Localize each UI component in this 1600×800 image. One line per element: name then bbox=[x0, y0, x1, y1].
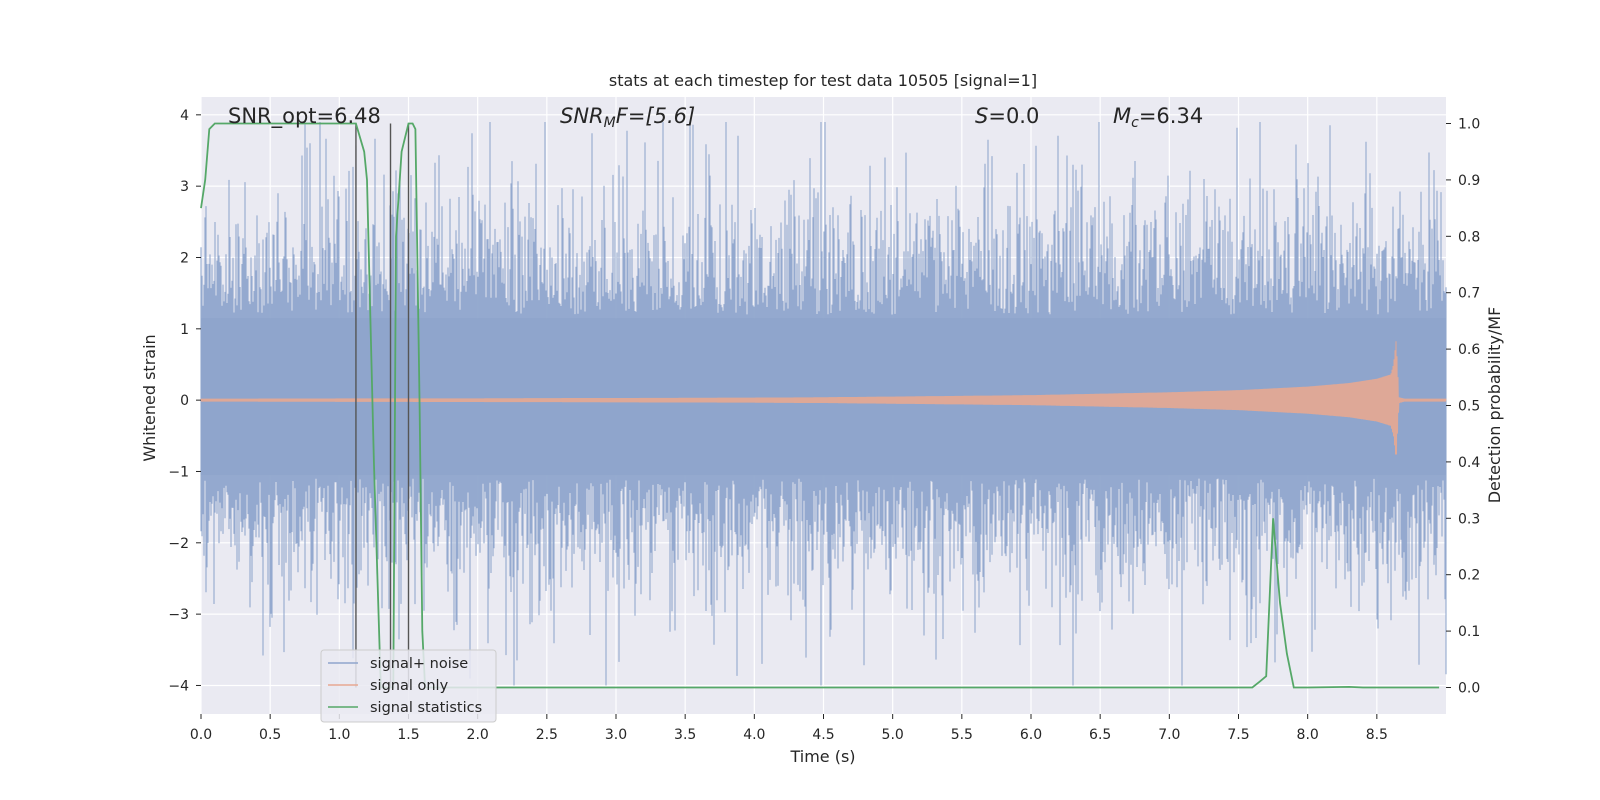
x-tick-label: 2.0 bbox=[467, 727, 489, 743]
x-tick-label: 6.5 bbox=[1089, 727, 1111, 743]
x-tick-label: 4.5 bbox=[812, 727, 834, 743]
y-tick-label: −1 bbox=[168, 464, 189, 480]
y2-axis-ticks: 1.0 0.9 0.8 0.7 0.6 0.5 0.4 0.3 0.2 0.1 0.0 bbox=[1446, 117, 1480, 696]
y2-tick-label: 1.0 bbox=[1458, 117, 1480, 133]
annotation-mc: Mc=6.34 bbox=[1113, 104, 1203, 131]
y2-tick-label: 0.1 bbox=[1458, 624, 1480, 640]
x-axis-ticks: 0.0 0.5 1.0 1.5 2.0 2.5 3.0 3.5 4.0 4.5 5.0 5.5 6.0 6… bbox=[190, 714, 1388, 743]
y2-tick-label: 0.6 bbox=[1458, 342, 1480, 358]
y-axis-label: Whitened strain bbox=[140, 334, 159, 461]
y2-tick-label: 0.0 bbox=[1458, 680, 1480, 696]
y2-tick-label: 0.7 bbox=[1458, 286, 1480, 302]
x-tick-label: 3.5 bbox=[674, 727, 696, 743]
signal-statistics-line bbox=[200, 122, 1440, 689]
y2-tick-label: 0.2 bbox=[1458, 568, 1480, 584]
y-tick-label: −3 bbox=[168, 607, 189, 623]
legend-label-signal-only: signal only bbox=[370, 678, 449, 694]
x-tick-label: 2.5 bbox=[536, 727, 558, 743]
y2-tick-label: 0.4 bbox=[1458, 455, 1480, 471]
legend-box bbox=[320, 649, 497, 723]
signal-statistics-series bbox=[200, 122, 1440, 689]
annotation-snr-opt: SNR_opt=6.48 bbox=[228, 104, 381, 129]
chart-title: stats at each timestep for test data 105… bbox=[609, 71, 1037, 90]
x-axis-label: Time (s) bbox=[789, 747, 855, 766]
x-tick-label: 8.0 bbox=[1297, 727, 1319, 743]
y2-tick-label: 0.9 bbox=[1458, 173, 1480, 189]
x-tick-label: 0.5 bbox=[259, 727, 281, 743]
legend-label-signal-plus-noise: signal+ noise bbox=[370, 656, 468, 672]
x-tick-label: 4.0 bbox=[743, 727, 765, 743]
y-tick-label: 2 bbox=[180, 250, 189, 266]
annotation-snr-mf: SNRMF=[5.6] bbox=[560, 104, 695, 131]
x-tick-label: 1.5 bbox=[397, 727, 419, 743]
x-tick-label: 8.5 bbox=[1366, 727, 1388, 743]
legend: signal+ noise signal only signal statist… bbox=[320, 649, 497, 723]
y-tick-label: 4 bbox=[180, 108, 189, 124]
y2-tick-label: 0.8 bbox=[1458, 229, 1480, 245]
x-tick-label: 5.0 bbox=[882, 727, 904, 743]
y-tick-label: 3 bbox=[180, 179, 189, 195]
x-tick-label: 7.5 bbox=[1227, 727, 1249, 743]
y-tick-label: 1 bbox=[180, 322, 189, 338]
y2-tick-label: 0.5 bbox=[1458, 399, 1480, 415]
x-tick-label: 6.0 bbox=[1020, 727, 1042, 743]
x-tick-label: 5.5 bbox=[951, 727, 973, 743]
y2-axis-label: Detection probability/MF bbox=[1485, 307, 1504, 504]
y-axis-ticks: 4 3 2 1 0 −1 −2 −3 −4 bbox=[168, 108, 201, 694]
y-tick-label: −4 bbox=[168, 678, 189, 694]
x-tick-label: 1.0 bbox=[328, 727, 350, 743]
x-tick-label: 7.0 bbox=[1158, 727, 1180, 743]
y2-tick-label: 0.3 bbox=[1458, 511, 1480, 527]
x-tick-label: 3.0 bbox=[605, 727, 627, 743]
y-tick-label: 0 bbox=[180, 393, 189, 409]
event-markers bbox=[355, 123, 410, 688]
legend-label-signal-statistics: signal statistics bbox=[370, 700, 482, 716]
annotation-s: S=0.0 bbox=[975, 104, 1039, 128]
y-tick-label: −2 bbox=[168, 536, 189, 552]
x-tick-label: 0.0 bbox=[190, 727, 212, 743]
